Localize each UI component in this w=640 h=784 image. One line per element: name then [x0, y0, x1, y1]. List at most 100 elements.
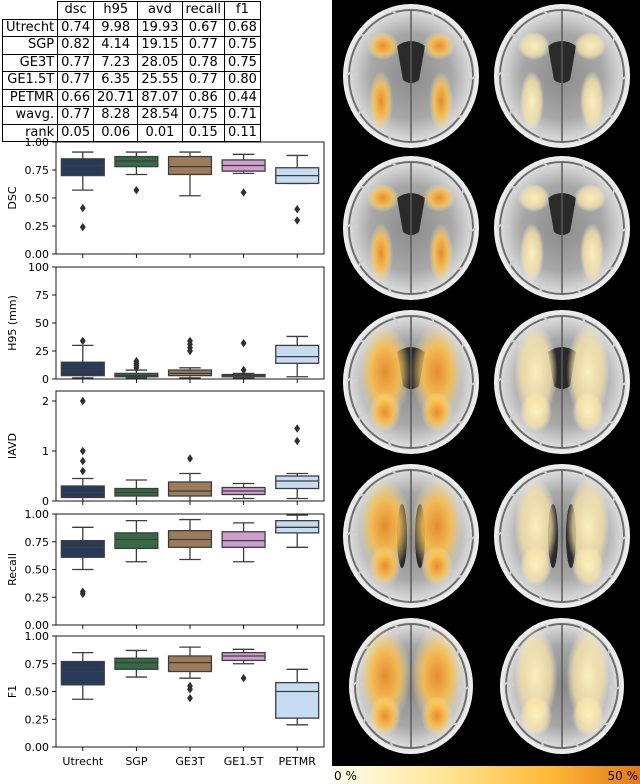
boxplot-recall: 0.00 0.25 0.50 0.75 1.00 Recall: [6, 508, 325, 632]
lesion-overlay: [423, 184, 455, 212]
outlier-point: [133, 185, 140, 195]
sulcus: [615, 535, 627, 541]
table-corner-cell: [2, 1, 59, 20]
y-tick-label: 1: [42, 445, 49, 458]
box-petmr: [275, 154, 320, 225]
sulcus: [508, 414, 519, 422]
box-ge3t: [167, 646, 213, 703]
box-sgp: [114, 356, 159, 379]
sulcus: [497, 377, 509, 383]
box-petmr: [275, 514, 320, 548]
metrics-table: dsc h95 avd recall f1 Utrecht 0.74 9.98 …: [1, 1, 261, 142]
brain-slice: [343, 4, 479, 148]
table-cell: 87.07: [137, 88, 183, 107]
table-cell: 0.67: [181, 18, 225, 37]
lesion-overlay: [359, 324, 411, 420]
table-cell: 0.77: [181, 71, 225, 90]
outlier-point: [79, 336, 86, 346]
y-tick-label: 0.50: [25, 564, 50, 577]
table-cell: 0.77: [181, 36, 225, 55]
sulcus: [464, 535, 476, 541]
brain-slice: [343, 310, 479, 454]
lesion-overlay: [367, 32, 399, 60]
column-header: recall: [181, 1, 225, 20]
sulcus: [346, 223, 358, 229]
lesion-overlay: [429, 71, 453, 131]
sulcus: [346, 377, 358, 383]
sulcus: [510, 34, 520, 42]
sulcus: [428, 163, 435, 175]
sulcus: [605, 496, 616, 505]
sulcus: [391, 162, 398, 174]
lesion-overlay: [423, 32, 455, 60]
sulcus: [508, 108, 519, 116]
sulcus: [464, 227, 476, 233]
y-tick-label: 0.00: [25, 741, 50, 754]
y-axis-label: DSC: [6, 186, 19, 209]
y-axis-label: Recall: [6, 553, 19, 586]
box-ge1-5t: [221, 648, 266, 683]
table-cell: 0.78: [181, 53, 225, 72]
row-label: rank: [1, 123, 59, 142]
y-axis-label: F1: [6, 685, 19, 698]
sulcus: [605, 188, 616, 197]
sulcus: [579, 11, 586, 23]
sulcus: [605, 36, 616, 45]
outlier-point: [79, 203, 86, 213]
lesion-overlay: [369, 71, 393, 131]
table-cell: 0.44: [223, 88, 261, 107]
sulcus: [503, 681, 515, 687]
sulcus: [609, 685, 621, 691]
box-body: [221, 531, 266, 548]
sulcus: [579, 163, 586, 175]
brain-slice: [494, 4, 630, 148]
box-body: [167, 655, 213, 673]
table-cell: 9.98: [93, 18, 139, 37]
box-ge3t: [167, 151, 213, 197]
outlier-point: [240, 338, 247, 348]
sulcus: [391, 470, 398, 482]
table-row: GE1.5T 0.77 6.35 25.55 0.77 0.80: [1, 71, 261, 90]
lesion-overlay: [572, 696, 604, 736]
sulcus: [428, 11, 435, 23]
lesion-overlay: [359, 478, 411, 574]
sulcus: [539, 130, 546, 142]
y-tick-label: 0.50: [25, 192, 50, 205]
sulcus: [464, 381, 476, 387]
lesion-overlay: [520, 392, 552, 432]
colorbar-min-label: 0 %: [334, 769, 357, 783]
row-label: GE1.5T: [1, 71, 59, 90]
y-tick-label: 100: [28, 261, 49, 274]
y-tick-label: 0.25: [25, 713, 50, 726]
y-tick-label: 0.25: [25, 591, 50, 604]
lesion-overlay: [566, 478, 610, 574]
box-body: [275, 475, 320, 490]
box-body: [60, 485, 105, 499]
boxplot-dsc: 0.00 0.25 0.50 0.75 1.00 DSC: [6, 136, 325, 261]
lesion-overlay: [574, 32, 606, 60]
sulcus: [575, 130, 582, 142]
lesion-overlay: [514, 628, 558, 724]
box-body: [114, 532, 159, 550]
lesion-overlay: [572, 392, 604, 432]
sulcus: [579, 317, 586, 329]
outlier-point: [294, 436, 301, 446]
box-ge3t: [167, 454, 213, 502]
brain-slice: [343, 156, 479, 300]
y-tick-label: 1.00: [25, 136, 50, 149]
lesion-overlay: [369, 223, 393, 283]
table-cell: 0.77: [57, 71, 95, 90]
sulcus: [453, 570, 463, 578]
metrics-table-container: dsc h95 avd recall f1 Utrecht 0.74 9.98 …: [0, 0, 328, 142]
sulcus: [575, 590, 582, 602]
box-ge1-5t: [221, 482, 266, 500]
sulcus: [544, 623, 551, 636]
y-tick-label: 75: [35, 289, 49, 302]
lesion-overlay: [520, 696, 552, 736]
sulcus: [615, 75, 627, 81]
box-body: [60, 361, 105, 377]
sulcus: [605, 342, 616, 351]
table-row: wavg. 0.77 8.28 28.54 0.75 0.71: [1, 106, 261, 125]
table-cell: 25.55: [137, 71, 183, 90]
brain-slice: [494, 310, 630, 454]
